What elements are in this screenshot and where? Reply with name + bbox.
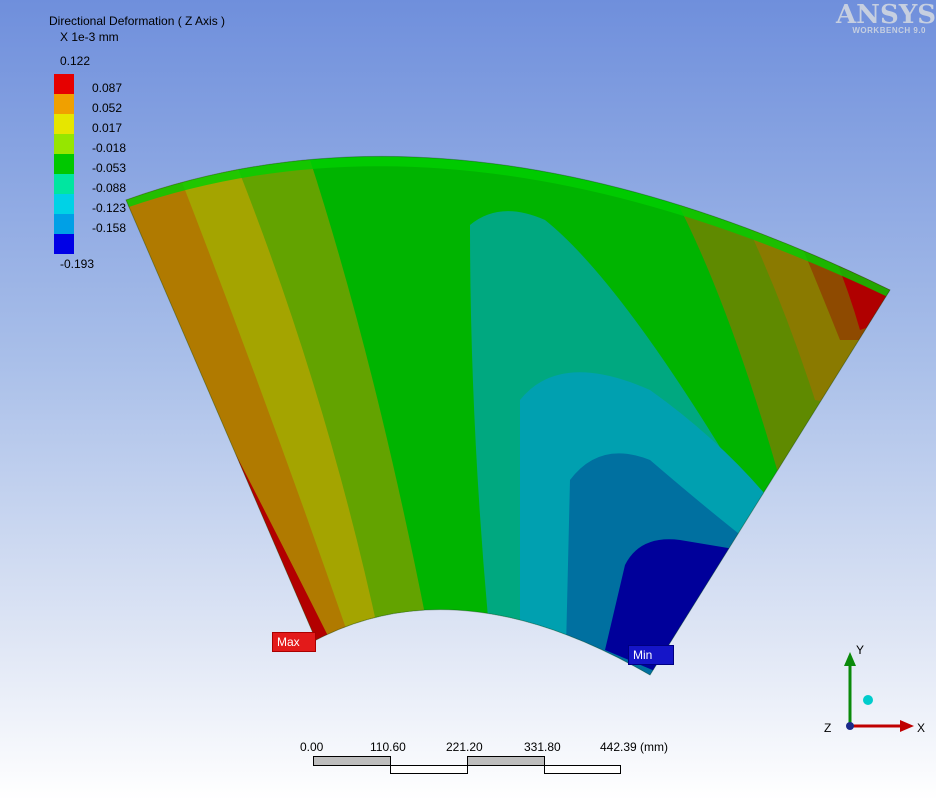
legend-label: -0.088: [92, 181, 127, 195]
axis-triad[interactable]: Y X Z: [820, 640, 930, 740]
triad-x-label: X: [917, 721, 925, 735]
legend-max-value: 0.122: [60, 54, 91, 68]
scale-tick-2: 221.20: [446, 740, 483, 754]
legend-label: 0.052: [92, 101, 123, 115]
triad-z-label: Z: [824, 721, 831, 735]
legend-swatch: [54, 214, 74, 234]
legend-units: X 1e-3 mm: [60, 30, 119, 44]
triad-y-label: Y: [856, 643, 864, 657]
legend-label: -0.018: [92, 141, 127, 155]
legend-label: 0.017: [92, 121, 123, 135]
min-marker: Min: [628, 645, 674, 665]
scale-tick-0: 0.00: [300, 740, 324, 754]
legend-swatch: [54, 194, 74, 214]
scale-tick-1: 110.60: [370, 740, 406, 754]
logo-subtitle: WORKBENCH 9.0: [852, 26, 926, 35]
legend-swatch: [54, 74, 74, 94]
scale-tick-4: 442.39 (mm): [600, 740, 669, 754]
legend-label: -0.053: [92, 161, 127, 175]
ansys-logo: ANSYS WORKBENCH 9.0: [836, 0, 936, 35]
scale-tick-3: 331.80: [524, 740, 561, 754]
legend-label: 0.087: [92, 81, 123, 95]
legend-label: -0.158: [92, 221, 127, 235]
legend-swatch: [54, 94, 74, 114]
legend-label: -0.123: [92, 201, 127, 215]
legend-swatch: [54, 114, 74, 134]
legend-title: Directional Deformation ( Z Axis ): [49, 14, 226, 28]
legend-swatch: [54, 174, 74, 194]
max-marker: Max: [272, 632, 316, 652]
legend-swatch: [54, 134, 74, 154]
legend-min-value: -0.193: [60, 257, 95, 271]
legend-swatch: [54, 234, 74, 254]
scale-bar: [313, 756, 621, 774]
logo-brand: ANSYS: [836, 0, 936, 30]
legend-swatch: [54, 154, 74, 174]
